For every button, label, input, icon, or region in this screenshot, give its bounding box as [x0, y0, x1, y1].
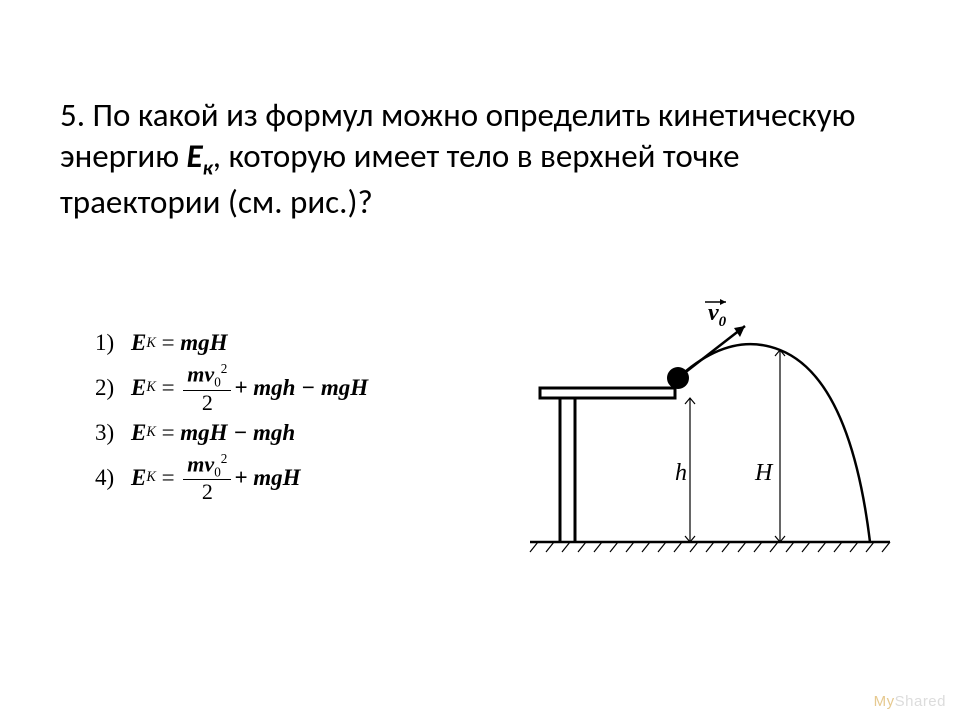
- trajectory-diagram: v0 h H: [520, 290, 900, 590]
- H-label: H: [754, 460, 774, 486]
- formula-2-number: 2): [95, 375, 131, 401]
- trajectory-path: [678, 344, 870, 542]
- question-text: 5. По какой из формул можно определить к…: [60, 95, 880, 224]
- formula-4-number: 4): [95, 465, 131, 491]
- formula-2-eq: EК = mv02 2 + mgh − mgH: [131, 362, 368, 414]
- formula-1: 1) EК = mgH: [95, 330, 368, 356]
- symbol-E: Е: [187, 136, 203, 176]
- H-dimension: [775, 350, 785, 542]
- formula-3-eq: EК = mgH − mgh: [131, 420, 295, 446]
- formula-3-number: 3): [95, 420, 131, 446]
- velocity-vector: [678, 326, 745, 378]
- formula-list: 1) EК = mgH 2) EК = mv02 2 + mgh − mgH 3…: [95, 330, 368, 509]
- symbol-E-sub: к: [203, 157, 213, 181]
- formula-2-fraction: mv02 2: [183, 362, 231, 414]
- formula-4-fraction: mv02 2: [183, 452, 231, 504]
- formula-3: 3) EК = mgH − mgh: [95, 420, 368, 446]
- formula-4-eq: EК = mv02 2 + mgH: [131, 452, 301, 504]
- watermark-my: My: [874, 693, 895, 710]
- v0-label: v0: [705, 299, 727, 330]
- formula-1-eq: EК = mgH: [131, 330, 228, 356]
- formula-4: 4) EК = mv02 2 + mgH: [95, 452, 368, 504]
- watermark: MyShared: [874, 693, 946, 710]
- formula-2: 2) EК = mv02 2 + mgh − mgH: [95, 362, 368, 414]
- svg-text:v0: v0: [708, 300, 727, 330]
- watermark-shared: Shared: [895, 693, 946, 710]
- h-label: h: [675, 460, 687, 486]
- formula-1-number: 1): [95, 330, 131, 356]
- ground-hatch: [530, 542, 890, 552]
- table-shape: [540, 388, 675, 542]
